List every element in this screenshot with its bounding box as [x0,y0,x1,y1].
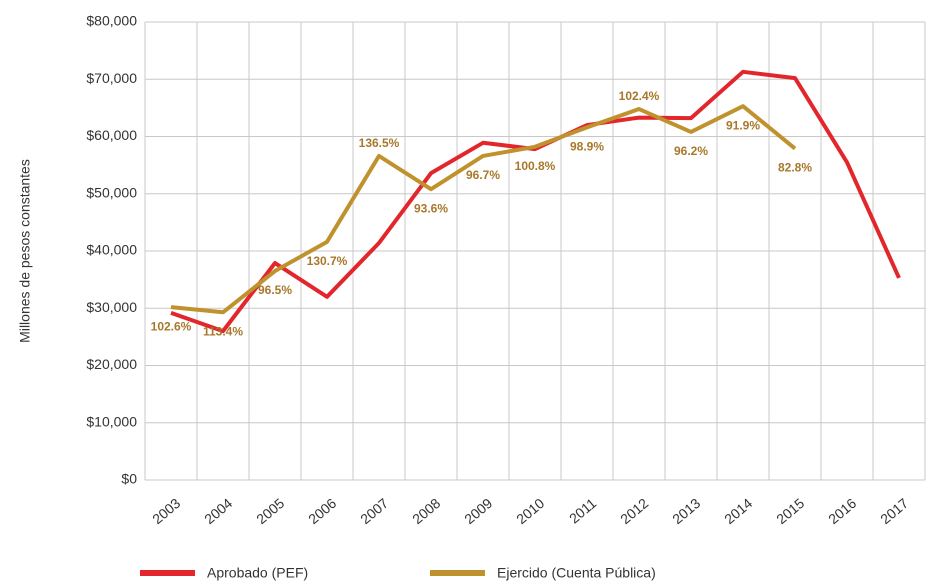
x-tick-label: 2013 [669,495,703,527]
annotation: 102.6% [151,319,192,333]
y-tick-label: $20,000 [86,356,137,372]
annotation: 136.5% [359,136,400,150]
annotation: 96.2% [674,144,708,158]
annotation: 100.8% [515,159,556,173]
annotation: 98.9% [570,140,604,154]
y-tick-label: $50,000 [86,184,137,200]
annotation: 102.4% [619,89,660,103]
x-tick-label: 2016 [825,495,859,527]
x-tick-label: 2004 [201,495,235,527]
x-tick-label: 2008 [409,495,443,527]
y-tick-label: $0 [121,471,137,487]
x-tick-label: 2015 [773,495,807,527]
x-tick-label: 2007 [357,495,391,527]
x-tick-label: 2003 [149,495,183,527]
y-tick-label: $70,000 [86,70,137,86]
x-tick-label: 2005 [253,495,287,527]
annotation: 91.9% [726,118,760,132]
annotation: 130.7% [307,254,348,268]
y-tick-label: $10,000 [86,413,137,429]
x-tick-label: 2012 [617,495,651,527]
series-line [170,69,901,334]
series-line [170,104,797,315]
x-tick-label: 2017 [877,495,911,527]
y-tick-label: $40,000 [86,242,137,258]
legend-label: Ejercido (Cuenta Pública) [497,565,656,581]
annotation: 96.5% [258,283,292,297]
y-tick-label: $60,000 [86,127,137,143]
legend-label: Aprobado (PEF) [207,565,308,581]
annotation: 93.6% [414,201,448,215]
x-tick-label: 2010 [513,495,547,527]
y-tick-label: $30,000 [86,299,137,315]
y-axis-label: Millones de pesos constantes [17,159,33,343]
annotation: 96.7% [466,168,500,182]
y-tick-label: $80,000 [86,13,137,29]
x-tick-label: 2011 [566,495,600,527]
x-tick-label: 2009 [461,495,495,527]
x-tick-label: 2014 [721,495,755,527]
annotation: 82.8% [778,161,812,175]
x-tick-label: 2006 [305,495,339,527]
annotation: 113.4% [203,324,243,338]
